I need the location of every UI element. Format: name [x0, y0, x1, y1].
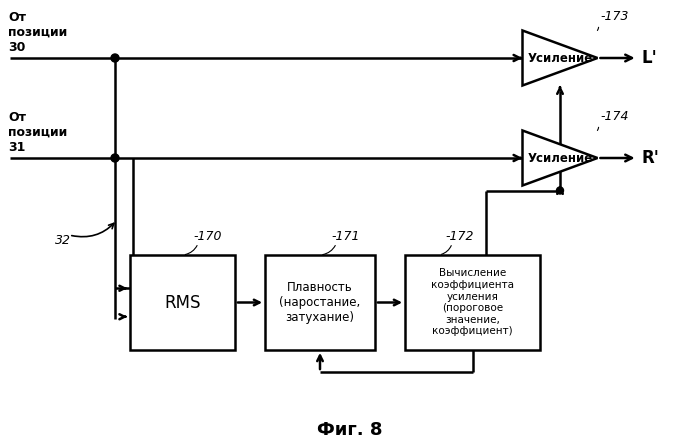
Text: R': R'	[642, 149, 659, 167]
Text: Фиг. 8: Фиг. 8	[317, 421, 383, 439]
Text: -173: -173	[600, 9, 629, 22]
Polygon shape	[522, 30, 598, 86]
Text: Усиление: Усиление	[527, 52, 593, 65]
Text: От
позиции
31: От позиции 31	[8, 111, 67, 154]
Text: Усиление: Усиление	[527, 151, 593, 164]
Bar	[405, 255, 540, 350]
Text: 32: 32	[55, 233, 71, 246]
Text: L': L'	[642, 49, 657, 67]
Text: -170: -170	[193, 230, 222, 243]
Text: RMS: RMS	[164, 293, 201, 311]
Text: От
позиции
30: От позиции 30	[8, 11, 67, 54]
Text: -174: -174	[600, 109, 629, 122]
Circle shape	[111, 54, 119, 62]
Text: -172: -172	[445, 230, 474, 243]
Polygon shape	[522, 130, 598, 185]
Text: Вычисление
коэффициента
усиления
(пороговое
значение,
коэффициент): Вычисление коэффициента усиления (порого…	[431, 268, 514, 336]
Bar	[265, 255, 375, 350]
Bar	[130, 255, 235, 350]
Text: -171: -171	[331, 230, 359, 243]
Circle shape	[556, 187, 563, 194]
Text: Плавность
(наростание,
затухание): Плавность (наростание, затухание)	[280, 281, 361, 324]
Circle shape	[111, 154, 119, 162]
